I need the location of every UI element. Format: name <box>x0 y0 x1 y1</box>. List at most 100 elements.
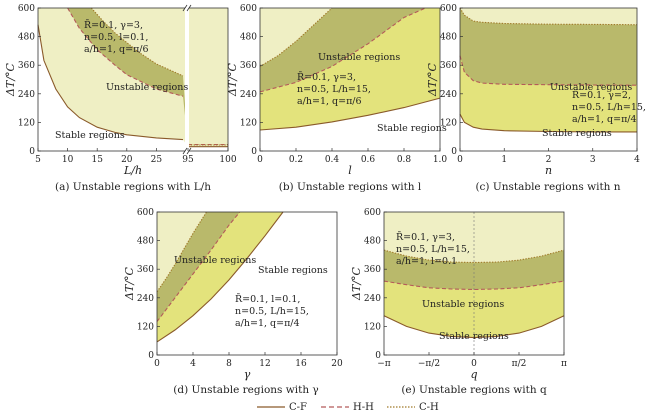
series-h-h-line <box>383 280 565 291</box>
x-axis-label: n <box>545 164 552 177</box>
y-tick-label: 120 <box>364 322 381 332</box>
x-tick-label: 4 <box>190 359 196 369</box>
panel-caption: (b) Unstable regions with l <box>279 181 422 193</box>
parameter-line: R̄=0.1, γ=3, <box>396 231 455 243</box>
parameter-line: n=0.5, l=0.1, <box>84 32 148 43</box>
y-tick-label: 120 <box>18 118 35 128</box>
series-h-h-line <box>67 7 184 97</box>
x-tick-label: π <box>561 359 567 369</box>
series-h-h-line <box>259 7 426 93</box>
y-axis-label: ΔT/°C <box>426 62 439 96</box>
y-tick-label: 240 <box>440 90 457 100</box>
region-unstable-olive <box>67 8 228 145</box>
panel-caption: (d) Unstable regions with γ <box>173 384 318 396</box>
y-tick-label: 120 <box>240 118 257 128</box>
x-tick-label: π/2 <box>512 359 527 369</box>
series-c-h-line <box>259 7 333 67</box>
region-unstable-light <box>157 212 207 292</box>
series-c-f-line <box>156 211 284 343</box>
x-axis-label: q <box>470 368 477 381</box>
y-axis-label: ΔT/°C <box>226 62 239 96</box>
axis-break-gap <box>185 7 189 152</box>
series-c-h-line <box>156 211 207 293</box>
y-tick-label: 600 <box>18 4 35 14</box>
series-c-h-line <box>383 249 565 264</box>
chart-panel-c: 0 120 240 360 480 600 0 1 2 3 4 n ΔT/°C Unstable regi… <box>426 4 646 193</box>
y-tick-label: 360 <box>364 265 381 275</box>
axis-break-mark <box>186 147 192 155</box>
y-tick-label: 0 <box>451 147 457 157</box>
panel-caption: (a) Unstable regions with L/h <box>55 181 211 193</box>
x-tick-label: 95 <box>182 155 194 165</box>
region-unstable-light <box>460 8 637 25</box>
x-tick-label: 1.0 <box>433 155 448 165</box>
region-label-unstable: Unstable regions <box>318 52 400 63</box>
x-axis-label: l <box>348 164 352 177</box>
x-tick-label: 0 <box>154 359 160 369</box>
y-tick-label: 600 <box>137 208 154 218</box>
region-label-unstable: Unstable regions <box>174 255 256 266</box>
x-tick-label: 10 <box>62 155 74 165</box>
parameter-line: a/h=1, l=0.1 <box>396 256 457 267</box>
y-tick-label: 0 <box>251 147 257 157</box>
x-axis-label: γ <box>244 368 251 381</box>
x-tick-label: 20 <box>331 359 343 369</box>
x-tick-label: −π <box>377 359 391 369</box>
x-tick-label: 15 <box>91 155 103 165</box>
y-tick-label: 600 <box>440 4 457 14</box>
region-label-stable: Stable regions <box>55 130 125 141</box>
y-tick-label: 480 <box>440 33 457 43</box>
plot-frame <box>259 7 441 152</box>
plot-frame <box>156 211 338 356</box>
y-tick-label: 0 <box>29 147 35 157</box>
y-tick-label: 600 <box>364 208 381 218</box>
axis-break-mark <box>182 147 188 155</box>
x-tick-label: 16 <box>295 359 307 369</box>
parameter-line: R̄=0.1, γ=3, <box>84 19 143 31</box>
parameter-line: R̄=0.1, γ=2, <box>572 89 631 101</box>
series-h-h-line <box>156 211 241 322</box>
axis-break-mark <box>182 4 188 12</box>
region-label-unstable: Unstable regions <box>422 299 504 310</box>
parameter-line: n=0.5, L/h=15, <box>235 306 309 317</box>
region-label-unstable: Unstable regions <box>106 82 188 93</box>
chart-panel-a: 0 120 240 360 480 600 5 10 15 20 25 95 100 L/h ΔT/°C St… <box>4 4 237 193</box>
x-tick-label: 5 <box>35 155 41 165</box>
parameter-line: R̄=0.1, γ=3, <box>297 71 356 83</box>
y-tick-label: 360 <box>137 265 154 275</box>
y-axis-label: ΔT/°C <box>4 62 17 96</box>
region-unstable-upper <box>460 8 637 86</box>
region-label-stable: Stable regions <box>377 123 447 134</box>
x-tick-label: 0.4 <box>325 155 340 165</box>
x-tick-label: 0.6 <box>361 155 376 165</box>
y-tick-label: 240 <box>18 90 35 100</box>
parameter-line: a/h=1, q=π/4 <box>235 318 300 329</box>
region-unstable-olive <box>260 8 426 92</box>
y-tick-label: 360 <box>440 61 457 71</box>
axis-break-mark <box>186 4 192 12</box>
series-c-f-line <box>259 97 441 131</box>
y-tick-label: 0 <box>148 351 154 361</box>
parameter-line: a/h=1, q=π/4 <box>572 114 637 125</box>
y-tick-label: 120 <box>137 322 154 332</box>
y-axis-label: ΔT/°C <box>350 266 363 300</box>
x-axis-label: L/h <box>123 164 142 177</box>
x-tick-label: 12 <box>259 359 270 369</box>
y-tick-label: 240 <box>240 90 257 100</box>
y-tick-label: 480 <box>137 237 154 247</box>
legend-ch-label: C-H <box>419 402 439 413</box>
parameter-line: n=0.5, L/h=15, <box>297 84 371 95</box>
y-tick-label: 0 <box>375 351 381 361</box>
x-tick-label: 0 <box>257 155 263 165</box>
legend-hh-label: H-H <box>353 402 374 413</box>
x-tick-label: 0.8 <box>397 155 412 165</box>
x-tick-label: 4 <box>634 155 640 165</box>
region-label-stable: Stable regions <box>439 331 509 342</box>
y-tick-label: 480 <box>240 33 257 43</box>
parameter-line: a/h=1, q=π/6 <box>297 96 362 107</box>
x-tick-label: 0.2 <box>289 155 303 165</box>
chart-panel-d: 0 120 240 360 480 600 0 4 8 12 16 20 γ ΔT/°C Unstable … <box>123 208 343 396</box>
chart-panel-e: 0 120 240 360 480 600 −π −π/2 0 π/2 π q ΔT/°C Unstabl… <box>350 208 567 396</box>
x-tick-label: 8 <box>226 359 232 369</box>
